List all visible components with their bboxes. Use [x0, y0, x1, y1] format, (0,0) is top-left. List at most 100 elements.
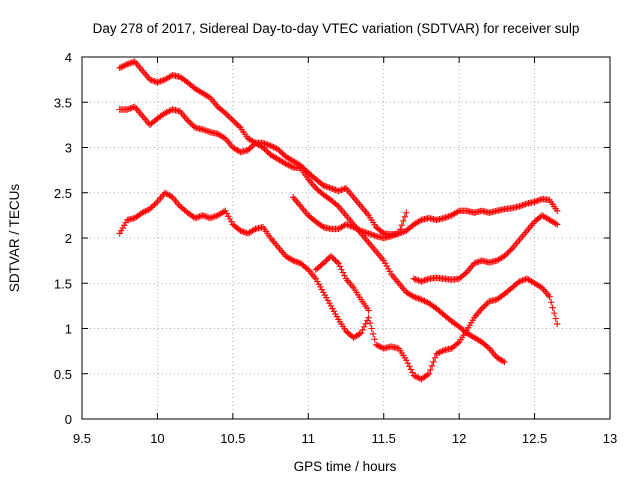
- series-track-f: [410, 212, 561, 285]
- data-point: [421, 297, 428, 305]
- data-point: [350, 223, 357, 231]
- data-point: [403, 356, 410, 364]
- x-tick-label: 13: [603, 431, 617, 446]
- data-point: [146, 205, 154, 213]
- data-point: [220, 134, 228, 141]
- data-point: [501, 358, 508, 366]
- data-series: [116, 58, 561, 383]
- data-point: [270, 143, 277, 151]
- data-point: [360, 323, 368, 331]
- data-point: [205, 93, 212, 101]
- data-point: [461, 270, 469, 277]
- data-point: [317, 283, 324, 291]
- data-point: [549, 304, 556, 311]
- data-point: [303, 265, 310, 272]
- data-point: [318, 261, 326, 268]
- data-point: [382, 260, 389, 267]
- data-point: [409, 369, 416, 376]
- data-point: [235, 122, 243, 130]
- data-point: [122, 219, 129, 226]
- data-point: [385, 265, 392, 272]
- chart-title: Day 278 of 2017, Sidereal Day-to-day VTE…: [93, 21, 580, 36]
- grid: [82, 57, 610, 419]
- series-track-e: [312, 252, 372, 314]
- data-point: [416, 217, 424, 225]
- data-point: [365, 307, 372, 314]
- data-point: [119, 224, 126, 232]
- data-point: [379, 229, 386, 236]
- data-point: [163, 109, 170, 116]
- data-point: [225, 213, 232, 220]
- data-point: [380, 257, 387, 264]
- data-point: [552, 315, 559, 322]
- data-point: [407, 366, 415, 373]
- data-point: [321, 291, 329, 299]
- data-point: [437, 348, 445, 355]
- data-point: [356, 226, 363, 234]
- data-point: [552, 220, 559, 227]
- data-point: [121, 62, 128, 69]
- y-axis-label: SDTVAR / TECUs: [7, 184, 22, 293]
- data-point: [321, 258, 329, 266]
- data-point: [285, 162, 292, 169]
- data-point: [403, 209, 410, 216]
- data-point: [149, 202, 157, 210]
- y-tick-label: 1: [65, 322, 72, 337]
- data-point: [187, 120, 194, 127]
- data-point: [329, 305, 336, 312]
- data-point: [333, 258, 341, 266]
- data-point: [323, 257, 330, 264]
- data-point: [430, 358, 437, 366]
- data-point: [550, 309, 558, 317]
- data-point: [372, 341, 380, 348]
- data-point: [222, 109, 229, 117]
- x-tick-label: 10: [150, 431, 164, 446]
- data-point: [478, 305, 485, 312]
- data-point: [332, 310, 339, 318]
- data-point: [436, 349, 443, 356]
- data-point: [118, 63, 125, 71]
- data-point: [277, 149, 285, 156]
- data-point: [374, 342, 381, 349]
- data-point: [554, 207, 561, 215]
- data-point: [362, 320, 369, 327]
- data-point: [368, 325, 375, 332]
- data-point: [427, 366, 434, 373]
- data-point: [365, 314, 372, 321]
- data-point: [554, 320, 561, 328]
- data-point: [167, 193, 175, 200]
- data-point: [424, 371, 431, 379]
- data-point: [454, 208, 461, 215]
- data-point: [483, 301, 490, 308]
- data-point: [431, 354, 439, 362]
- data-point: [139, 209, 146, 216]
- data-point: [481, 302, 488, 309]
- x-tick-label: 12.5: [522, 431, 547, 446]
- data-point: [351, 224, 359, 232]
- data-point: [268, 143, 276, 150]
- data-point: [501, 252, 508, 260]
- data-point: [148, 204, 155, 211]
- data-point: [228, 115, 235, 123]
- data-point: [369, 330, 377, 338]
- data-point: [324, 297, 332, 304]
- data-point: [454, 340, 461, 347]
- data-point: [404, 360, 412, 367]
- data-point: [406, 363, 413, 370]
- data-point: [318, 286, 326, 293]
- data-point: [419, 297, 427, 304]
- data-point: [502, 251, 510, 258]
- data-point: [537, 283, 544, 291]
- data-point: [274, 146, 282, 153]
- data-point: [261, 145, 268, 153]
- data-point: [226, 114, 234, 121]
- data-point: [142, 208, 149, 215]
- data-point: [333, 201, 341, 209]
- data-point: [271, 144, 279, 152]
- data-point: [264, 148, 271, 156]
- y-tick-label: 0: [65, 412, 72, 427]
- y-tick-label: 4: [65, 50, 72, 65]
- data-point: [320, 289, 327, 296]
- x-tick-label: 11.5: [372, 431, 396, 446]
- data-point: [161, 109, 169, 117]
